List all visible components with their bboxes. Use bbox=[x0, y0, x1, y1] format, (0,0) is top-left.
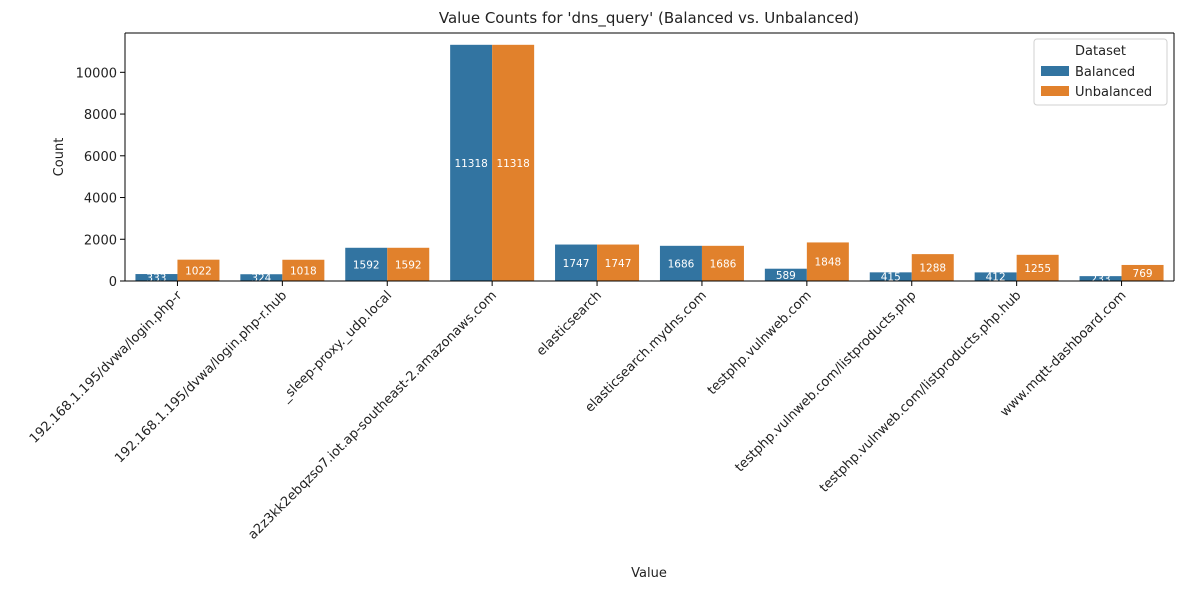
bar-value-label: 233 bbox=[1091, 274, 1111, 286]
bar-balanced bbox=[869, 272, 912, 281]
bar-value-label: 769 bbox=[1133, 268, 1153, 280]
bar-balanced bbox=[659, 245, 702, 281]
x-tick-label: www.mqtt-dashboard.com bbox=[998, 288, 1130, 420]
bar-value-label: 589 bbox=[776, 270, 796, 282]
x-tick-label: testphp.vulnweb.com bbox=[705, 288, 815, 398]
legend-swatch-balanced bbox=[1041, 66, 1069, 76]
bar-balanced bbox=[135, 274, 178, 281]
bar-value-label: 1747 bbox=[605, 258, 632, 270]
bar-unbalanced bbox=[1016, 254, 1059, 281]
bar-value-label: 415 bbox=[881, 272, 901, 284]
bar-balanced bbox=[555, 244, 598, 281]
bar-unbalanced bbox=[387, 247, 430, 281]
bar-unbalanced bbox=[1121, 264, 1164, 281]
bar-balanced bbox=[345, 247, 388, 281]
bar-unbalanced bbox=[177, 259, 220, 281]
bars-layer: 333 1022 324 1018 1592 1592 11318 11318 1747 1747… bbox=[135, 44, 1164, 286]
bar-value-label: 1592 bbox=[353, 259, 380, 271]
x-tick-label: elasticsearch.mydns.com bbox=[582, 288, 709, 415]
bar-value-label: 1018 bbox=[290, 265, 317, 277]
bar-unbalanced bbox=[282, 259, 325, 281]
bar-value-label: 333 bbox=[146, 273, 166, 285]
legend-entry-unbalanced: Unbalanced bbox=[1075, 85, 1152, 100]
bar-unbalanced bbox=[597, 244, 640, 281]
bar-value-label: 324 bbox=[251, 273, 271, 285]
y-tick-label: 0 bbox=[109, 275, 117, 290]
x-tick-label: _sleep-proxy._udp.local bbox=[278, 288, 395, 405]
bar-value-label: 1686 bbox=[710, 258, 737, 270]
y-tick-label: 8000 bbox=[84, 108, 117, 123]
bar-value-label: 1747 bbox=[563, 258, 590, 270]
x-tick-label: elasticsearch bbox=[534, 288, 605, 359]
bar-unbalanced bbox=[806, 242, 849, 281]
x-tick-label: testphp.vulnweb.com/listproducts.php bbox=[733, 288, 920, 475]
bar-value-label: 1022 bbox=[185, 265, 212, 277]
y-axis-label: Count bbox=[52, 138, 67, 177]
bar-value-label: 1592 bbox=[395, 259, 422, 271]
bar-balanced bbox=[240, 274, 283, 281]
bar-value-label: 412 bbox=[986, 272, 1006, 284]
legend-entry-balanced: Balanced bbox=[1075, 65, 1135, 80]
bar-value-label: 1686 bbox=[668, 258, 695, 270]
bar-balanced bbox=[450, 44, 493, 282]
legend-title: Dataset bbox=[1075, 44, 1126, 59]
bar-unbalanced bbox=[911, 254, 954, 281]
y-tick-label: 10000 bbox=[76, 66, 117, 81]
x-tick-label: a2z3kk2ebqzso7.iot.ap-southeast-2.amazon… bbox=[245, 288, 500, 543]
bar-value-label: 1255 bbox=[1024, 263, 1051, 275]
y-tick-label: 6000 bbox=[84, 150, 117, 165]
bar-unbalanced bbox=[492, 44, 535, 282]
chart-title: Value Counts for 'dns_query' (Balanced v… bbox=[439, 9, 859, 28]
bar-balanced bbox=[974, 272, 1017, 281]
y-tick-label: 2000 bbox=[84, 233, 117, 248]
legend-swatch-unbalanced bbox=[1041, 86, 1069, 96]
bar-balanced bbox=[1079, 276, 1122, 281]
legend: Dataset Balanced Unbalanced bbox=[1033, 38, 1168, 106]
x-axis-label: Value bbox=[631, 566, 667, 581]
bar-value-label: 11318 bbox=[496, 158, 529, 170]
bar-value-label: 1848 bbox=[814, 257, 841, 269]
bar-balanced bbox=[764, 268, 807, 281]
bar-value-label: 11318 bbox=[454, 158, 487, 170]
bar-unbalanced bbox=[701, 245, 744, 281]
x-tick-label: testphp.vulnweb.com/listproducts.php.hub bbox=[817, 288, 1024, 495]
y-tick-label: 4000 bbox=[84, 192, 117, 207]
bar-value-label: 1288 bbox=[919, 263, 946, 275]
axes-layer: 0 2000 4000 6000 8000 10000 192.168.1.195/dvwa… bbox=[27, 32, 1175, 543]
x-tick-label: 192.168.1.195/dvwa/login.php-r.hub bbox=[112, 288, 290, 466]
